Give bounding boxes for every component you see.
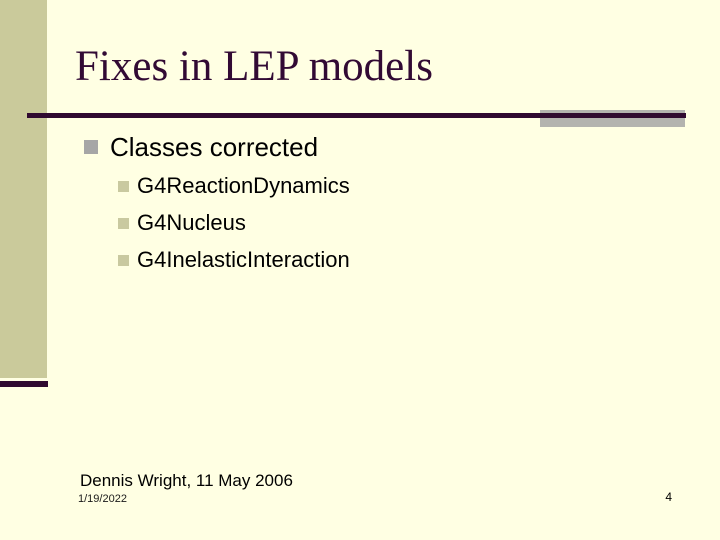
bullet-level2-text: G4ReactionDynamics [137,173,350,198]
page-number: 4 [665,490,672,504]
slide-title: Fixes in LEP models [75,43,433,90]
bullet-level2-text: G4Nucleus [137,210,246,235]
sidebar-accent-bar [0,381,48,387]
square-bullet-icon [118,218,129,229]
sidebar-tan-bar [0,0,47,378]
footer-attribution: Dennis Wright, 11 May 2006 [80,471,293,490]
title-rule [27,113,686,118]
footer-date-stamp: 1/19/2022 [78,493,127,505]
bullet-level2-text: G4InelasticInteraction [137,247,350,272]
bullet-level1-text: Classes corrected [110,132,319,162]
square-bullet-icon [84,140,98,154]
square-bullet-icon [118,255,129,266]
square-bullet-icon [118,181,129,192]
